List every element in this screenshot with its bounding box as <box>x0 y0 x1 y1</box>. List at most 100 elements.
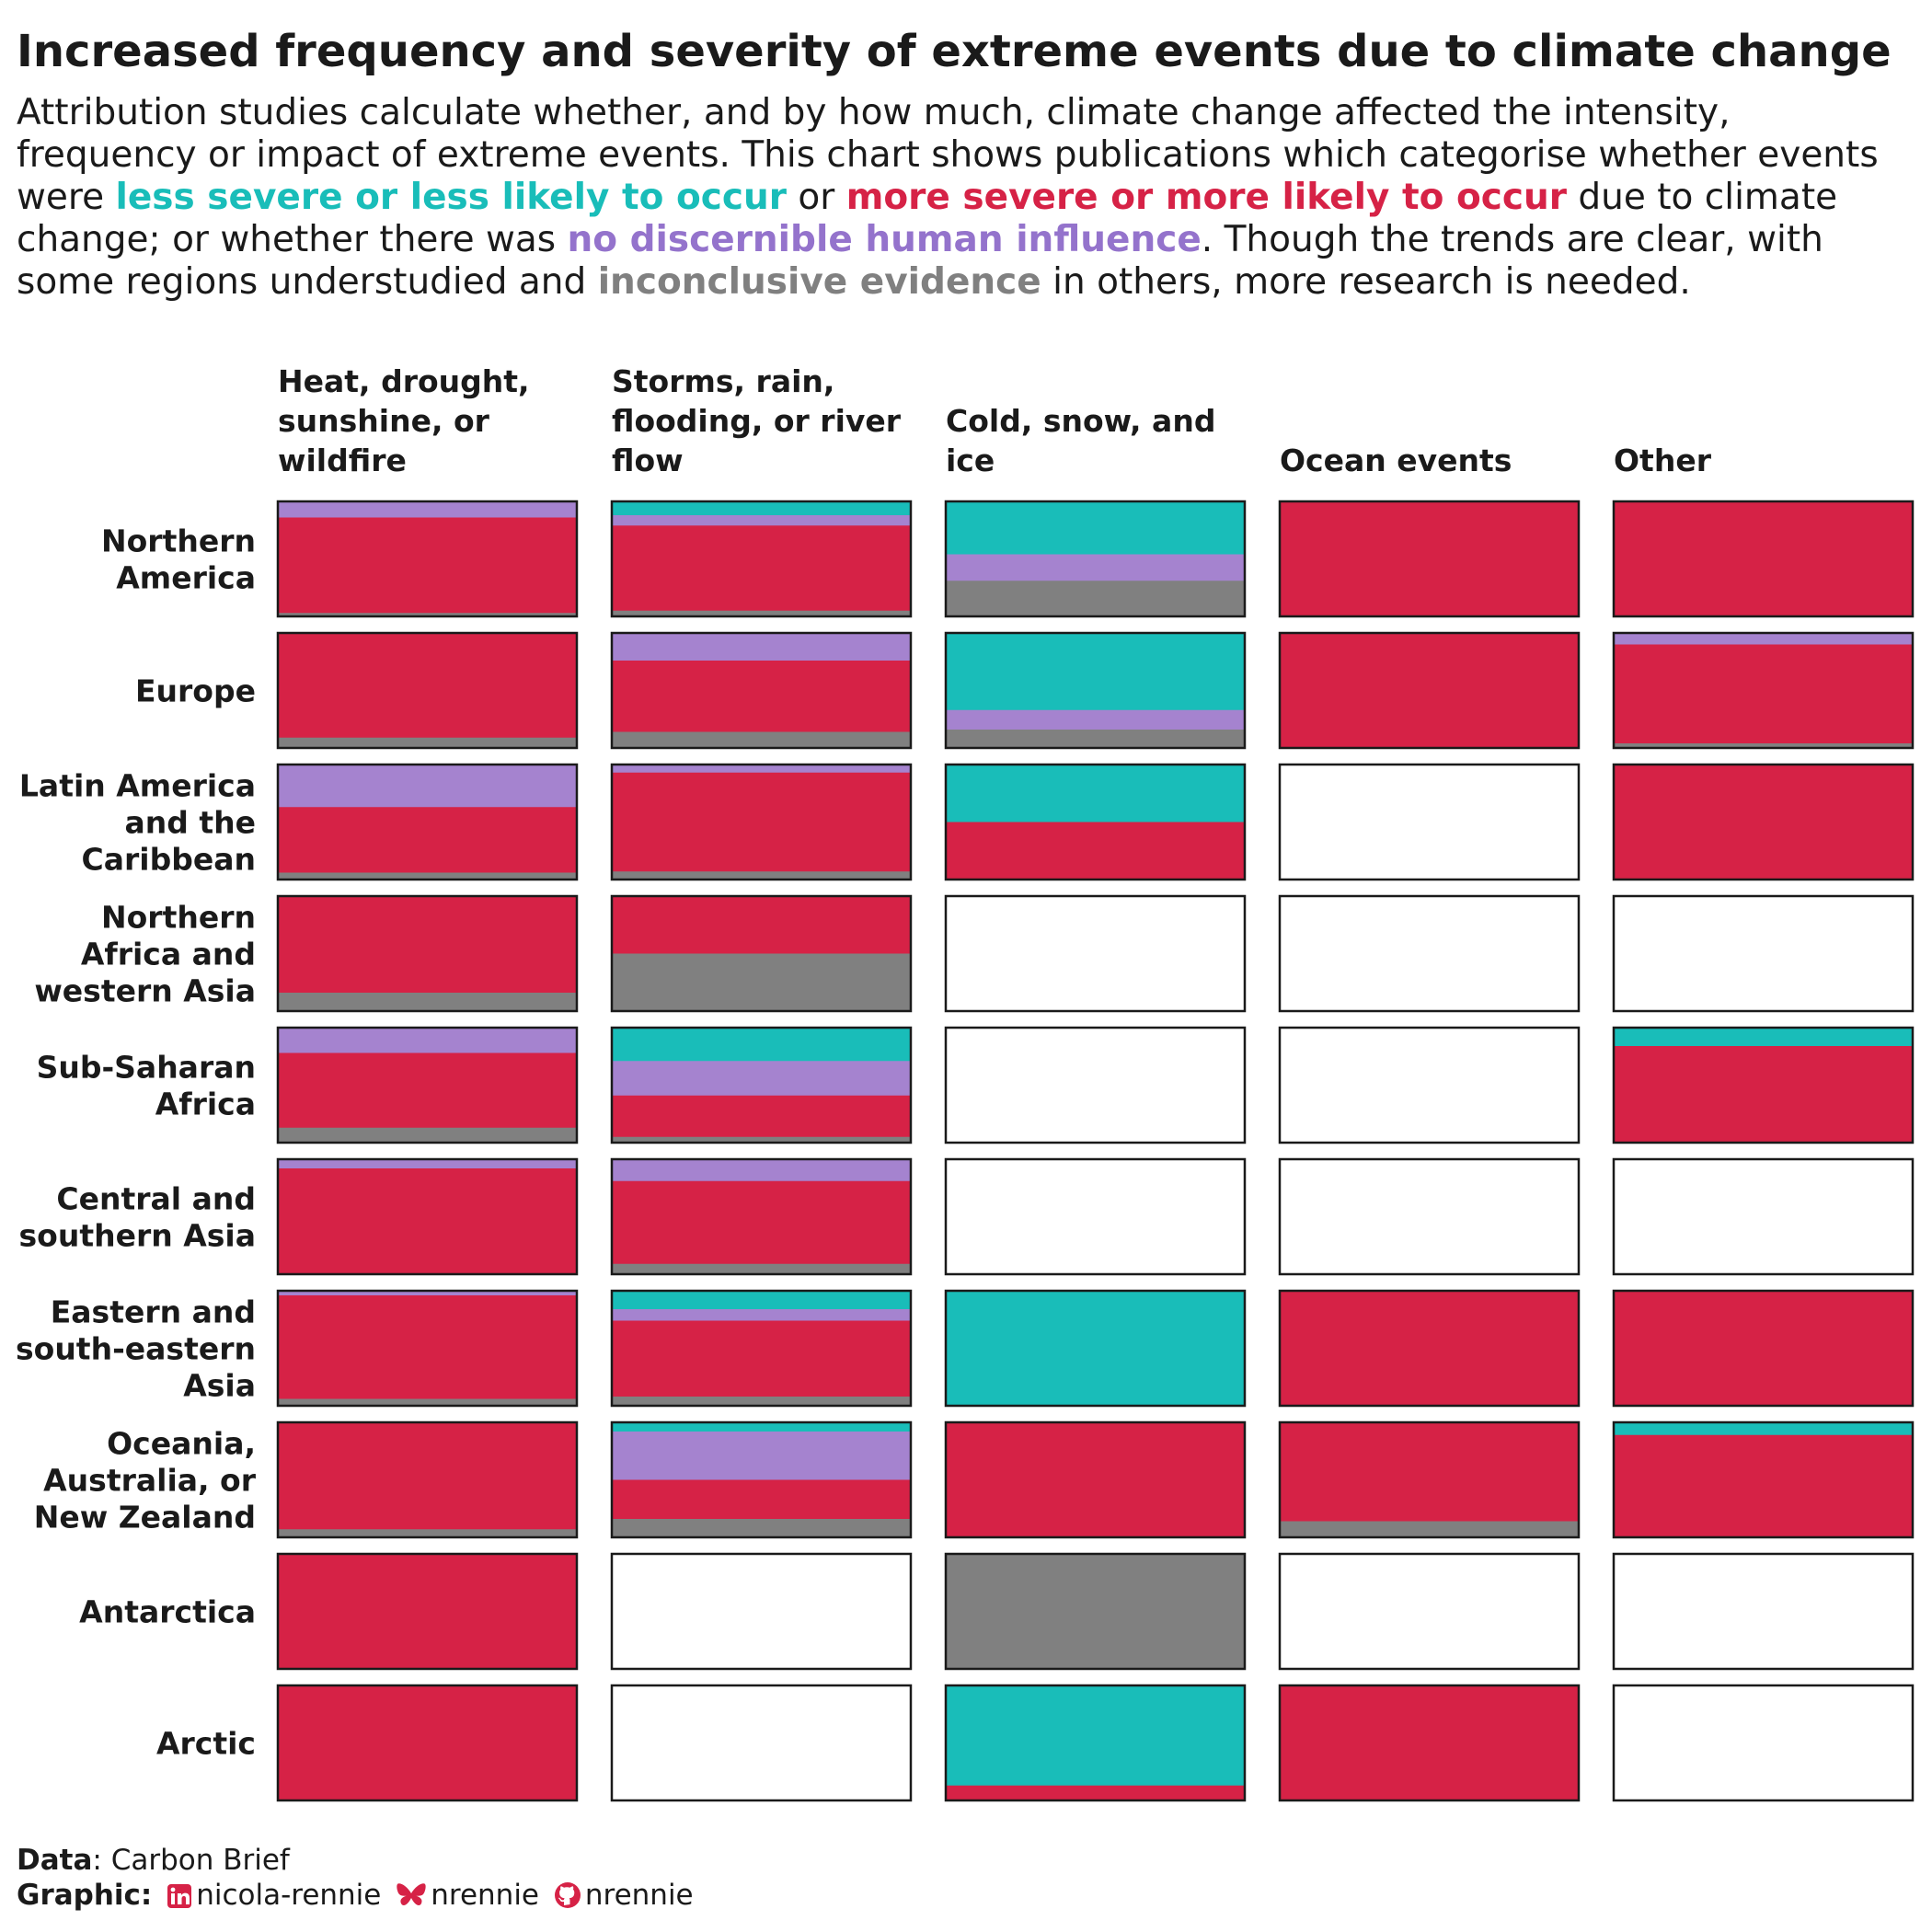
grid-cell <box>1612 763 1915 881</box>
grid-cell <box>610 631 913 750</box>
segment-no-influence <box>612 1159 911 1182</box>
chart-title: Increased frequency and severity of extr… <box>17 26 1892 77</box>
cell-border <box>610 1552 913 1671</box>
subtitle-text: or <box>787 177 846 218</box>
segment-more <box>1280 633 1579 749</box>
grid-cell <box>944 1420 1247 1539</box>
row-label: Northern <box>101 900 256 936</box>
segment-inconclusive <box>946 581 1245 617</box>
segment-no-influence <box>612 515 911 526</box>
segment-inconclusive <box>612 1263 911 1275</box>
segment-less <box>612 1028 911 1062</box>
grid-cell <box>610 1684 913 1802</box>
segment-less <box>1614 1028 1913 1047</box>
segment-inconclusive <box>612 610 911 617</box>
segment-no-influence <box>946 709 1245 730</box>
subtitle-text: Attribution studies calculate whether, a… <box>17 92 1879 218</box>
segment-no-influence <box>1614 633 1913 645</box>
grid-cell <box>944 1552 1247 1671</box>
grid-cell <box>944 1157 1247 1276</box>
segment-less <box>946 765 1245 822</box>
segment-more <box>278 1422 577 1530</box>
cell-border <box>610 1026 913 1144</box>
segment-inconclusive <box>278 993 577 1012</box>
segment-less <box>1614 1422 1913 1436</box>
segment-more <box>1614 1291 1913 1407</box>
row-label: Central and <box>56 1181 256 1217</box>
row-label: Latin America <box>19 768 256 804</box>
github-handle[interactable]: nrennie <box>584 1879 694 1912</box>
grid-cell <box>276 500 579 618</box>
segment-no-influence <box>278 765 577 808</box>
segment-more <box>612 772 911 872</box>
column-header: Other <box>1614 443 1712 478</box>
grid-cell <box>610 1420 913 1539</box>
grid-cell <box>610 894 913 1013</box>
grid-cell <box>1278 631 1581 750</box>
segment-inconclusive <box>612 1397 911 1407</box>
grid-cell <box>610 1026 913 1144</box>
grid-cell <box>1612 500 1915 618</box>
row-label: Antarctica <box>79 1594 256 1630</box>
row-label: America <box>116 560 256 596</box>
segment-more <box>1614 765 1913 880</box>
row-label: Europe <box>135 673 256 709</box>
grid-cell <box>276 1289 579 1408</box>
subtitle-highlight: no discernible human influence <box>567 219 1202 260</box>
column-header: sunshine, or <box>278 403 490 439</box>
grid-cell <box>1278 1026 1581 1144</box>
segment-inconclusive <box>612 1136 911 1144</box>
cell-border <box>1612 1684 1915 1802</box>
chart-grid: Heat, drought, sunshine, or wildfire Storms… <box>16 363 1915 1802</box>
segment-more <box>612 525 911 612</box>
cell-border <box>276 500 579 618</box>
grid-cell <box>610 1289 913 1408</box>
grid-cell <box>610 763 913 881</box>
segment-no-influence <box>612 1061 911 1097</box>
cell-border <box>944 1552 1247 1671</box>
grid-cell <box>610 1552 913 1671</box>
column-header: ice <box>946 443 995 478</box>
segment-more <box>946 1422 1245 1538</box>
grid-cell <box>1612 1026 1915 1144</box>
bluesky-handle[interactable]: nrennie <box>431 1879 539 1912</box>
segment-more <box>278 1295 577 1399</box>
cell-border <box>1278 1420 1581 1539</box>
segment-inconclusive <box>278 737 577 749</box>
column-header: Heat, drought, <box>278 363 530 399</box>
grid-cell <box>944 894 1247 1013</box>
segment-more <box>612 1095 911 1138</box>
grid-cell <box>944 763 1247 881</box>
row-label: southern Asia <box>19 1218 256 1254</box>
caption-data-line: Data: Carbon Brief <box>17 1843 694 1878</box>
segment-no-influence <box>612 633 911 661</box>
caption-graphic-label: Graphic <box>17 1879 141 1912</box>
cell-border <box>610 631 913 750</box>
segment-no-influence <box>278 501 577 518</box>
subtitle-highlight: more severe or more likely to occur <box>845 177 1567 218</box>
linkedin-handle[interactable]: nicola-rennie <box>196 1879 382 1912</box>
segment-more <box>612 1479 911 1520</box>
column-header: wildfire <box>278 443 407 478</box>
cell-border <box>276 894 579 1013</box>
segment-more <box>278 1052 577 1129</box>
grid-cell <box>1612 1420 1915 1539</box>
segment-no-influence <box>946 554 1245 581</box>
row-label: south-eastern <box>16 1331 256 1367</box>
grid-cell <box>276 1684 579 1802</box>
segment-no-influence <box>612 1309 911 1321</box>
segment-inconclusive <box>1280 1521 1579 1538</box>
cell-border <box>1278 1289 1581 1408</box>
segment-inconclusive <box>946 1554 1245 1670</box>
cell-border <box>944 763 1247 881</box>
cell-border <box>944 1289 1247 1408</box>
grid-cell <box>944 1289 1247 1408</box>
bluesky-butterfly-icon <box>396 1881 427 1917</box>
segment-more <box>278 1168 577 1275</box>
cell-border <box>276 1420 579 1539</box>
grid-cell <box>276 1026 579 1144</box>
grid-cell <box>1278 1684 1581 1802</box>
segment-less <box>946 633 1245 711</box>
grid-cell <box>1278 500 1581 618</box>
segment-less <box>946 1291 1245 1407</box>
